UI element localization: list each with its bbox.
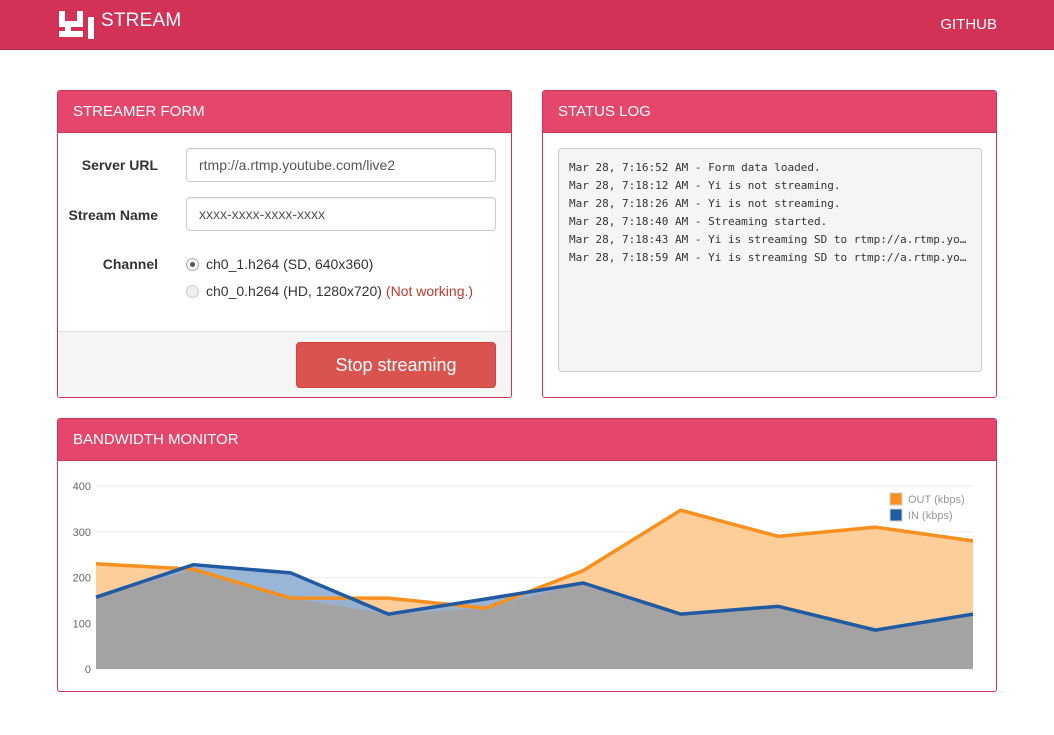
bandwidth-monitor-panel: BANDWIDTH MONITOR 0 100 200 300 400 OUT (kbps… [57, 418, 997, 692]
stream-name-input[interactable] [186, 197, 496, 231]
brand-logo[interactable]: STREAM [57, 9, 181, 41]
status-log-title: STATUS LOG [543, 91, 996, 133]
log-line: Mar 28, 7:18:43 AM - Yi is streaming SD … [569, 233, 971, 246]
server-url-input[interactable] [186, 148, 496, 182]
radio-unchecked-icon[interactable] [186, 284, 199, 298]
y-tick-label: 100 [73, 618, 91, 630]
status-log-panel: STATUS LOG Mar 28, 7:16:52 AM - Form dat… [542, 90, 997, 398]
status-log-box[interactable]: Mar 28, 7:16:52 AM - Form data loaded. M… [558, 148, 982, 372]
in-series-line [95, 562, 974, 632]
streamer-form-title: STREAMER FORM [58, 91, 511, 133]
legend-swatch [889, 508, 903, 522]
log-line: Mar 28, 7:16:52 AM - Form data loaded. [569, 161, 821, 174]
server-url-label: Server URL [81, 157, 158, 173]
y-tick-label: 200 [73, 573, 91, 585]
bandwidth-monitor-title: BANDWIDTH MONITOR [58, 419, 996, 461]
streamer-form-panel: STREAMER FORM Server URL Stream Name Cha… [57, 90, 512, 398]
y-tick-label: 0 [85, 664, 91, 676]
y-tick-label: 400 [73, 481, 91, 493]
channel-label: Channel [102, 256, 158, 272]
legend-label: IN (kbps) [908, 510, 953, 522]
not-working-note: (Not working.) [385, 283, 474, 299]
brand-name: STREAM [101, 10, 182, 31]
log-line: Mar 28, 7:18:40 AM - Streaming started. [569, 215, 828, 228]
channel-option-label: ch0_1.h264 (SD, 640x360) [206, 256, 374, 272]
y-tick-label: 300 [73, 527, 91, 539]
bandwidth-chart: 0 100 200 300 400 OUT (kbps) IN (kbps) [73, 481, 974, 676]
stream-name-label: Stream Name [68, 207, 159, 223]
legend-label: OUT (kbps) [908, 494, 965, 506]
channel-option-sd[interactable]: ch0_1.h264 (SD, 640x360) [186, 256, 373, 272]
log-line: Mar 28, 7:18:26 AM - Yi is not streaming… [569, 197, 841, 210]
stop-streaming-button[interactable]: Stop streaming [296, 342, 496, 388]
navbar: STREAM GITHUB [0, 0, 1054, 50]
yi-logo-icon [59, 11, 94, 39]
channel-option-label: ch0_0.h264 (HD, 1280x720) [206, 283, 382, 299]
log-line: Mar 28, 7:18:12 AM - Yi is not streaming… [569, 179, 841, 192]
log-line: Mar 28, 7:18:59 AM - Yi is streaming SD … [569, 251, 971, 264]
github-link[interactable]: GITHUB [940, 16, 997, 33]
channel-option-hd[interactable]: ch0_0.h264 (HD, 1280x720) (Not working.) [186, 283, 473, 299]
radio-checked-icon[interactable] [186, 257, 199, 271]
streamer-form-footer: Stop streaming [58, 331, 511, 397]
legend-swatch [889, 492, 903, 506]
overlap-area [96, 569, 973, 669]
